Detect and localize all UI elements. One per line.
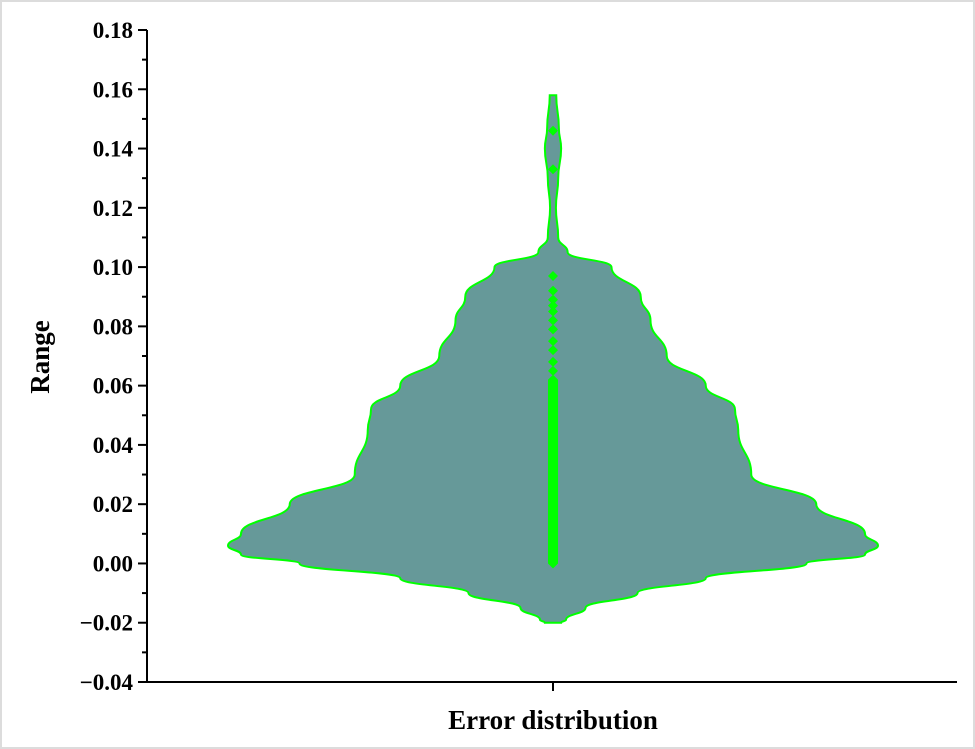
y-tick-label: 0.12 bbox=[93, 196, 133, 221]
y-tick-label: 0.04 bbox=[93, 433, 134, 458]
data-point bbox=[548, 345, 558, 356]
data-point bbox=[548, 285, 558, 296]
y-tick-label: 0.06 bbox=[93, 374, 133, 399]
y-tick-label: 0.16 bbox=[93, 77, 133, 102]
data-point bbox=[548, 294, 558, 305]
data-point bbox=[548, 270, 558, 281]
data-point bbox=[548, 306, 558, 317]
y-tick-label: 0.18 bbox=[93, 18, 133, 43]
y-tick-label: 0.10 bbox=[93, 255, 133, 280]
data-point bbox=[548, 164, 558, 175]
y-tick-label: 0.00 bbox=[93, 551, 133, 576]
data-point bbox=[548, 365, 558, 376]
x-axis bbox=[147, 681, 957, 691]
y-axis: 0.18 0.16 0.14 0.12 0.10 0.08 0.06 0.04 0.02 0.00… bbox=[80, 18, 148, 695]
data-points bbox=[548, 125, 558, 569]
y-tick-label: 0.08 bbox=[93, 314, 133, 339]
data-point bbox=[548, 125, 558, 136]
y-tick-label: 0.14 bbox=[93, 137, 134, 162]
data-point bbox=[548, 336, 558, 347]
y-tick-label: −0.04 bbox=[80, 670, 134, 695]
data-point bbox=[548, 300, 558, 311]
y-tick-label: −0.02 bbox=[80, 611, 133, 636]
data-point bbox=[548, 324, 558, 335]
y-axis-label: Range bbox=[25, 320, 55, 394]
data-point bbox=[548, 315, 558, 326]
y-tick-label: 0.02 bbox=[93, 492, 133, 517]
data-point bbox=[548, 356, 558, 367]
x-axis-label: Error distribution bbox=[448, 705, 658, 735]
dense-point-cluster bbox=[548, 379, 558, 564]
